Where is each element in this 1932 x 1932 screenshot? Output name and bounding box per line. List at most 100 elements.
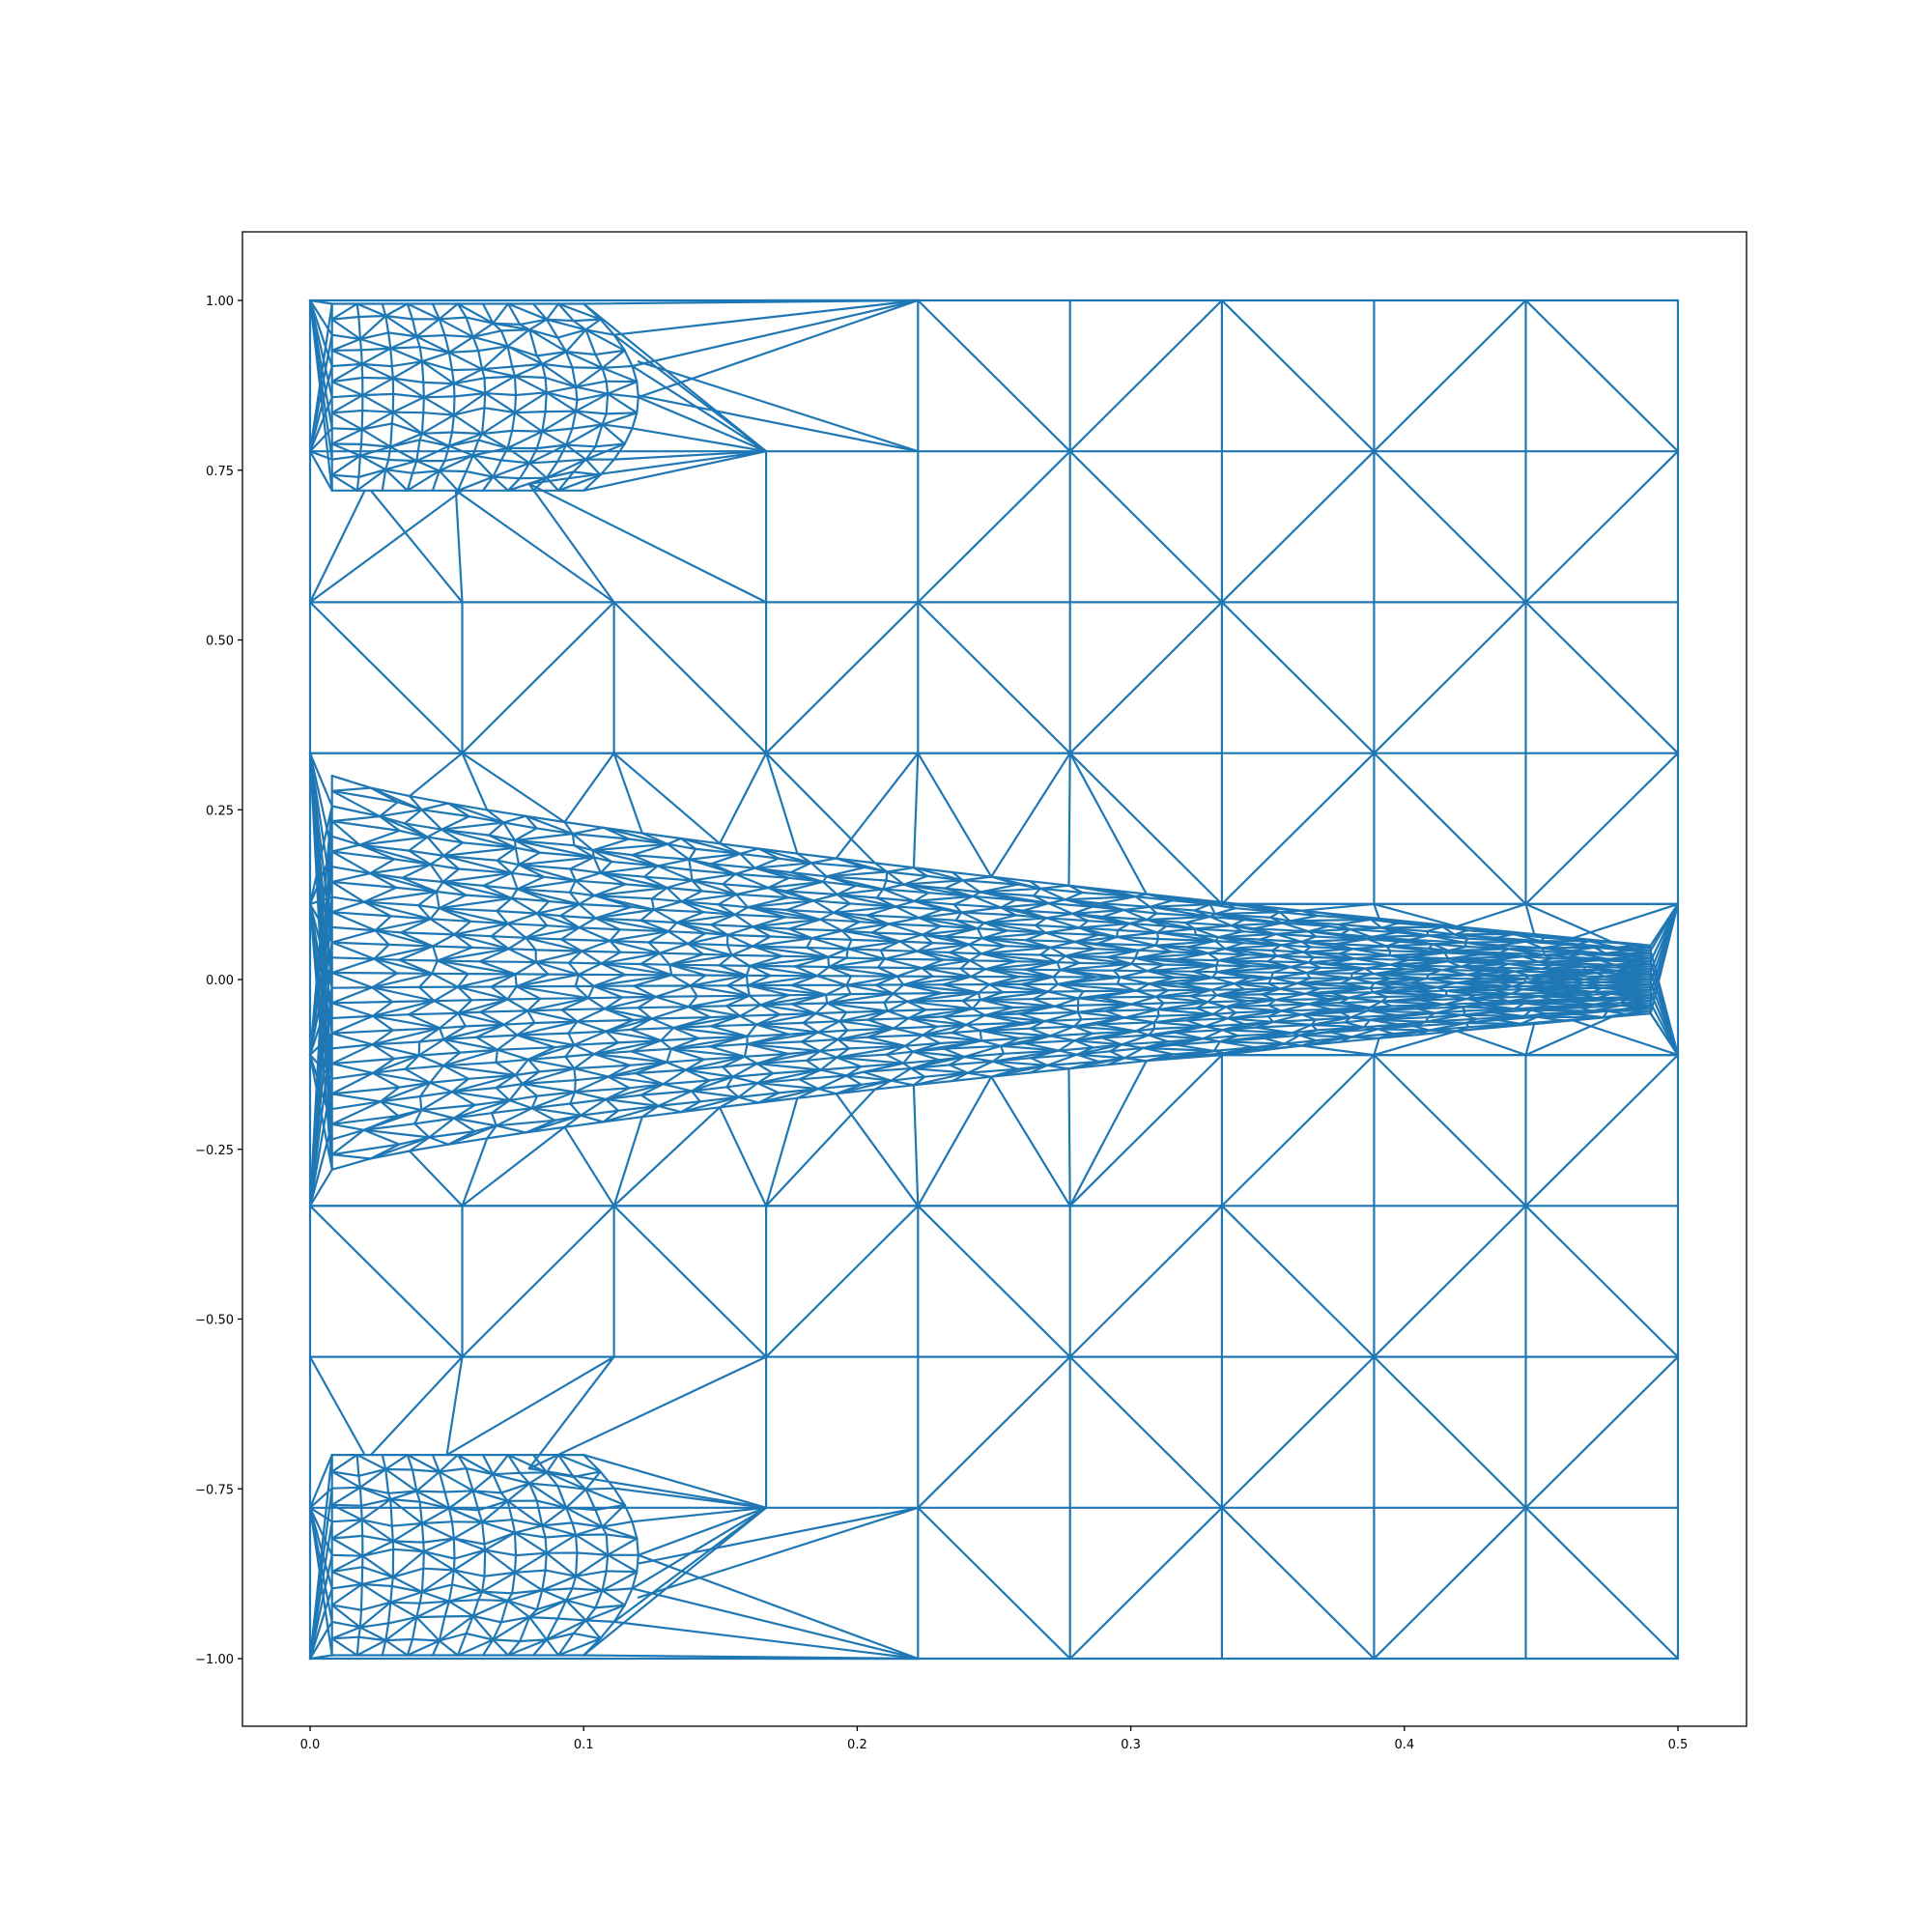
mesh-edge <box>601 412 639 426</box>
mesh-edge <box>569 867 577 882</box>
mesh-edge <box>666 1047 672 1064</box>
mesh-edge <box>477 1590 484 1602</box>
mesh-edge <box>389 432 423 448</box>
mesh-edge <box>573 1091 608 1101</box>
mesh-edge <box>835 1056 905 1065</box>
mesh-edge <box>1524 450 1680 604</box>
mesh-edge <box>506 1499 514 1521</box>
mesh-edge <box>453 922 509 936</box>
mesh-edge <box>1225 1006 1283 1012</box>
mesh-edge <box>1507 947 1544 951</box>
mesh-edge <box>1509 988 1524 995</box>
mesh-edge <box>606 392 639 399</box>
mesh-edge <box>330 1043 374 1050</box>
mesh-edge <box>438 318 446 337</box>
mesh-edge <box>330 774 372 789</box>
mesh-edge <box>954 911 963 922</box>
mesh-edge <box>586 997 607 1010</box>
mesh-edge <box>420 1583 454 1594</box>
mesh-edge <box>739 852 756 869</box>
mesh-edge <box>968 959 1017 963</box>
mesh-edge <box>573 1087 631 1094</box>
mesh-edge <box>1057 1046 1094 1052</box>
mesh-edge <box>355 475 360 492</box>
mesh-edge <box>438 907 498 913</box>
mesh-edge <box>840 921 861 932</box>
mesh-edge <box>420 431 454 435</box>
mesh-edge <box>599 1620 615 1640</box>
mesh-edge <box>1462 1013 1525 1018</box>
mesh-edge <box>1373 298 1527 453</box>
mesh-edge <box>1538 995 1599 1000</box>
mesh-edge <box>1350 1036 1380 1039</box>
mesh-edge <box>999 898 1017 909</box>
mesh-edge <box>438 1614 474 1642</box>
mesh-edge <box>826 1002 889 1012</box>
mesh-edge <box>738 1014 758 1026</box>
mesh-edge <box>360 411 394 431</box>
mesh-edge <box>755 1062 775 1075</box>
mesh-edge <box>1305 967 1367 975</box>
mesh-edge <box>330 1032 374 1046</box>
mesh-edge <box>418 346 450 354</box>
mesh-edge <box>308 1506 333 1523</box>
mesh-edge <box>756 1071 775 1085</box>
mesh-edge <box>593 886 668 897</box>
mesh-edge <box>362 1122 416 1131</box>
mesh-edge <box>1142 1037 1205 1050</box>
mesh-edge <box>330 315 360 321</box>
mesh-edge <box>1370 934 1430 939</box>
mesh-edge <box>420 1567 425 1594</box>
mesh-edge <box>1044 931 1100 936</box>
mesh-edge <box>545 476 560 492</box>
mesh-edge <box>1029 1053 1078 1060</box>
mesh-edge <box>490 935 510 951</box>
mesh-edge <box>1193 924 1234 930</box>
mesh-edge <box>636 396 639 414</box>
mesh-edge <box>1270 972 1308 980</box>
mesh-edge <box>1116 935 1157 947</box>
mesh-edge <box>330 349 363 365</box>
mesh-edge <box>438 316 468 321</box>
mesh-edge <box>581 950 603 965</box>
mesh-edge <box>418 1500 423 1525</box>
mesh-edge <box>564 1587 574 1602</box>
mesh-edge <box>1366 1003 1445 1012</box>
mesh-edge <box>330 1100 383 1125</box>
mesh-edge <box>411 318 418 338</box>
mesh-edge <box>845 983 895 995</box>
mesh-edge <box>450 369 455 385</box>
mesh-edge <box>492 475 522 480</box>
mesh-edge <box>422 1550 455 1572</box>
mesh-edge <box>330 1486 361 1490</box>
mesh-edge <box>746 983 751 997</box>
mesh-edge <box>1435 981 1459 989</box>
mesh-edge <box>1273 992 1307 1002</box>
mesh-edge <box>545 385 578 394</box>
mesh-edge <box>1210 988 1218 997</box>
mesh-edge <box>666 842 691 861</box>
mesh-edge <box>443 334 474 338</box>
mesh-edge <box>1097 995 1157 999</box>
mesh-edge <box>1202 1035 1239 1040</box>
mesh-edge <box>371 1013 411 1017</box>
mesh-edge <box>686 942 733 956</box>
mesh-edge <box>730 953 752 968</box>
mesh-edge <box>657 1104 683 1114</box>
mesh-edge <box>492 1615 531 1641</box>
mesh-edge <box>371 972 434 989</box>
mesh-edge <box>360 1519 364 1538</box>
mesh-edge <box>534 960 581 977</box>
mesh-edge <box>507 948 537 952</box>
mesh-edge <box>558 902 581 918</box>
mesh-edge <box>690 1086 728 1093</box>
mesh-edge <box>415 444 450 463</box>
mesh-edge <box>441 880 513 900</box>
mesh-edge <box>506 477 522 492</box>
mesh-edge <box>607 1075 631 1090</box>
mesh-edge <box>1121 1043 1145 1050</box>
mesh-edge <box>429 918 472 923</box>
mesh-edge <box>571 1575 578 1590</box>
mesh-edge <box>384 1622 390 1642</box>
